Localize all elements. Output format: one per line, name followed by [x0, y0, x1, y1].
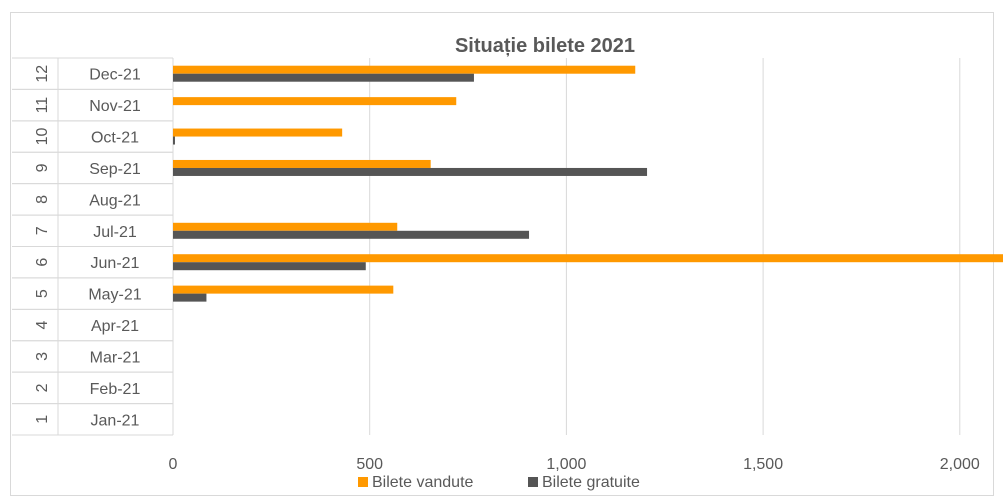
bar-sold [173, 222, 398, 231]
category-label: Nov-21 [89, 98, 141, 115]
bar-free [173, 293, 207, 302]
chart-title: Situație bilete 2021 [455, 35, 635, 57]
category-number: 2 [34, 383, 51, 392]
legend-label: Bilete vandute [372, 474, 474, 491]
category-label: Jan-21 [91, 412, 140, 429]
category-number: 9 [34, 163, 51, 172]
bar-sold [173, 285, 394, 294]
category-label: Jun-21 [91, 255, 140, 272]
category-number: 10 [34, 128, 51, 146]
bar-free [173, 230, 530, 239]
category-label: Aug-21 [89, 192, 141, 209]
x-tick-label: 1,500 [743, 456, 783, 473]
category-number: 4 [34, 320, 51, 329]
gridlines [369, 58, 961, 435]
category-axis: Jan-21 1 Feb-21 2 Mar-21 3 Apr-21 4 May-21 5 Jun-2… [12, 57, 174, 436]
bar-sold [173, 128, 343, 137]
category-label: Jul-21 [93, 224, 137, 241]
category-label: Sep-21 [89, 161, 141, 178]
legend-swatch [528, 477, 538, 487]
category-number: 6 [34, 258, 51, 267]
legend: Bilete vandute Bilete gratuite [358, 474, 640, 491]
bar-free [173, 73, 474, 82]
category-label: May-21 [88, 287, 141, 304]
bar-sold [173, 159, 431, 168]
category-number: 7 [34, 226, 51, 235]
bar-free [173, 136, 175, 145]
bar-free [173, 167, 648, 176]
legend-label: Bilete gratuite [542, 474, 640, 491]
x-tick-label: 500 [356, 456, 383, 473]
bar-free [173, 262, 366, 271]
legend-swatch [358, 477, 368, 487]
category-number: 1 [34, 415, 51, 424]
bar-sold [173, 254, 1003, 263]
category-number: 8 [34, 195, 51, 204]
bars [173, 65, 1003, 302]
category-number: 3 [34, 352, 51, 361]
category-label: Feb-21 [90, 381, 141, 398]
category-label: Dec-21 [89, 67, 141, 84]
x-tick-label: 1,000 [546, 456, 586, 473]
category-label: Oct-21 [91, 130, 139, 147]
x-tick-label: 0 [169, 456, 178, 473]
bar-sold [173, 97, 457, 106]
category-label: Mar-21 [90, 349, 141, 366]
x-tick-label: 2,000 [940, 456, 980, 473]
category-label: Apr-21 [91, 318, 139, 335]
chart-frame [10, 12, 994, 496]
category-number: 12 [34, 65, 51, 83]
category-number: 5 [34, 289, 51, 298]
bar-sold [173, 65, 636, 74]
category-number: 11 [34, 97, 51, 114]
